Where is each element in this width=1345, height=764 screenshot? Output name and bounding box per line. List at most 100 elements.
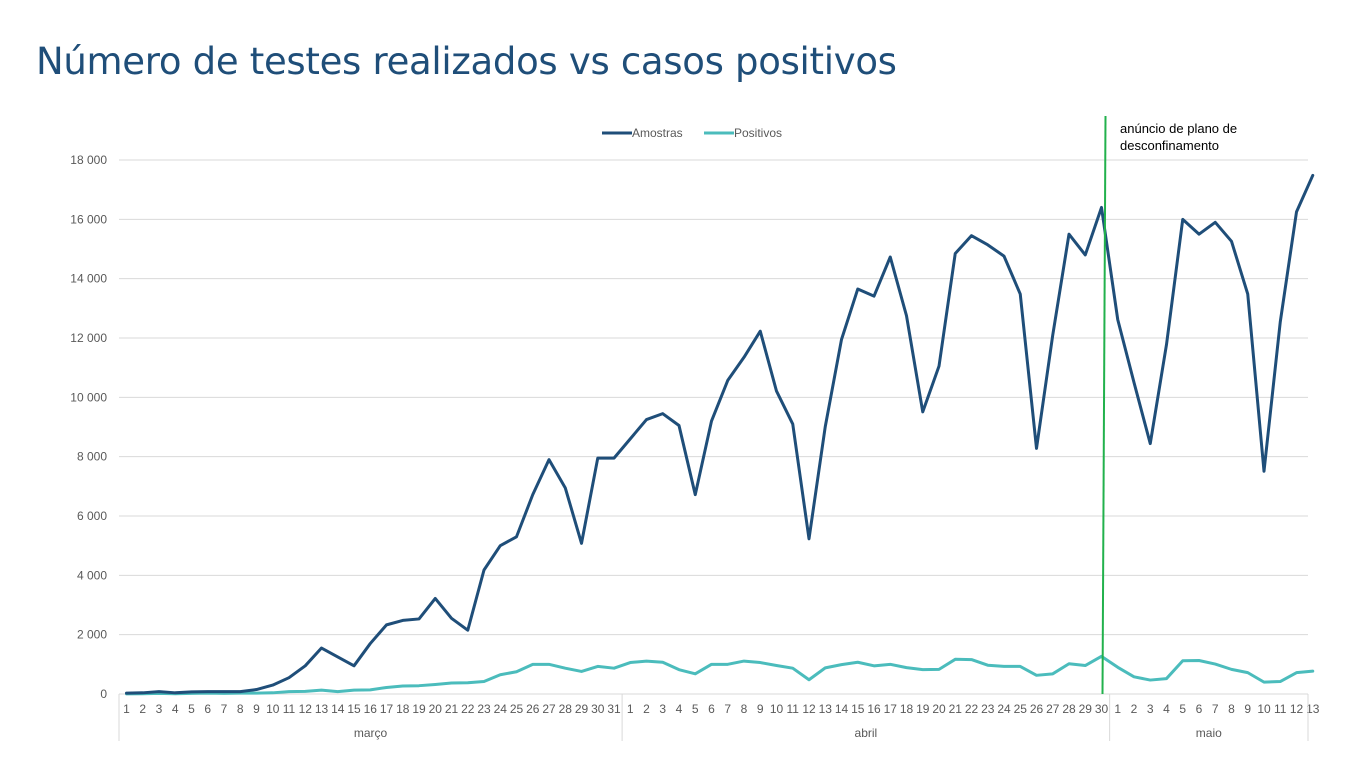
series-line-positivos	[125, 654, 1315, 696]
x-tick-label: 6	[708, 702, 715, 716]
x-tick-label: 26	[1030, 702, 1044, 716]
x-tick-label: 24	[997, 702, 1011, 716]
x-tick-label: 25	[1014, 702, 1028, 716]
x-tick-label: 30	[591, 702, 605, 716]
x-tick-label: 17	[884, 702, 898, 716]
x-tick-label: 15	[347, 702, 361, 716]
x-tick-label: 12	[299, 702, 313, 716]
x-tick-label: 14	[835, 702, 849, 716]
gridlines	[119, 159, 1308, 636]
x-tick-label: 2	[643, 702, 650, 716]
x-tick-label: 3	[156, 702, 163, 716]
x-tick-label: 4	[1163, 702, 1170, 716]
page-title: Número de testes realizados vs casos pos…	[36, 40, 897, 83]
x-tick-label: 23	[477, 702, 491, 716]
x-tick-label: 16	[867, 702, 881, 716]
x-tick-label: 2	[139, 702, 146, 716]
x-tick-label: 7	[724, 702, 731, 716]
series-lines	[125, 173, 1315, 696]
x-tick-label: 1	[123, 702, 130, 716]
annotation: anúncio de plano de desconfinamento	[1101, 115, 1237, 695]
x-tick-label: 12	[802, 702, 816, 716]
x-tick-label: 8	[237, 702, 244, 716]
x-tick-label: 19	[916, 702, 930, 716]
x-tick-label: 15	[851, 702, 865, 716]
x-tick-label: 10	[266, 702, 280, 716]
x-tick-label: 22	[461, 702, 475, 716]
x-tick-label: 2	[1131, 702, 1138, 716]
x-tick-label: 11	[787, 702, 800, 716]
x-tick-label: 8	[741, 702, 748, 716]
x-tick-label: 13	[1306, 702, 1320, 716]
month-label: maio	[1196, 726, 1222, 740]
x-tick-label: 7	[1212, 702, 1219, 716]
y-tick-label: 2 000	[77, 628, 107, 642]
y-tick-label: 16 000	[70, 212, 107, 226]
y-tick-label: 14 000	[70, 272, 107, 286]
legend-label: Amostras	[632, 126, 683, 140]
annotation-text: desconfinamento	[1120, 138, 1219, 153]
x-tick-label: 5	[1179, 702, 1186, 716]
annotation-text: anúncio de plano de	[1120, 121, 1237, 136]
x-tick-label: 18	[396, 702, 410, 716]
x-tick-label: 27	[1046, 702, 1060, 716]
x-tick-label: 23	[981, 702, 995, 716]
x-tick-label: 4	[172, 702, 179, 716]
x-tick-label: 25	[510, 702, 524, 716]
x-tick-label: 28	[559, 702, 573, 716]
x-tick-label: 20	[429, 702, 443, 716]
x-tick-label: 7	[221, 702, 228, 716]
x-tick-label: 21	[949, 702, 963, 716]
y-tick-label: 0	[100, 687, 107, 701]
x-tick-label: 4	[676, 702, 683, 716]
x-tick-label: 11	[283, 702, 296, 716]
month-label: março	[354, 726, 388, 740]
y-tick-label: 12 000	[70, 331, 107, 345]
x-tick-label: 12	[1290, 702, 1304, 716]
x-tick-label: 9	[757, 702, 764, 716]
x-tick-label: 13	[819, 702, 833, 716]
x-axis: 1 2 3 4 5 6 7 8 9 10 11 12 13 14 15 16 17 18 19 20 21 22 23 24 2…	[118, 693, 1320, 741]
x-tick-label: 3	[1147, 702, 1154, 716]
x-tick-label: 18	[900, 702, 914, 716]
x-tick-label: 3	[659, 702, 666, 716]
x-tick-label: 27	[542, 702, 556, 716]
x-tick-label: 10	[770, 702, 784, 716]
x-tick-label: 11	[1274, 702, 1287, 716]
x-tick-label: 6	[1196, 702, 1203, 716]
y-tick-label: 6 000	[77, 509, 107, 523]
x-tick-label: 5	[692, 702, 699, 716]
x-tick-label: 1	[1114, 702, 1121, 716]
x-tick-label: 8	[1228, 702, 1235, 716]
x-tick-label: 14	[331, 702, 345, 716]
x-tick-label: 29	[575, 702, 589, 716]
y-tick-label: 4 000	[77, 568, 107, 582]
month-label: abril	[855, 726, 878, 740]
x-tick-label: 6	[204, 702, 211, 716]
series-line-amostras	[125, 173, 1315, 695]
x-tick-label: 17	[380, 702, 394, 716]
x-tick-label: 5	[188, 702, 195, 716]
x-tick-label: 10	[1257, 702, 1271, 716]
x-tick-label: 26	[526, 702, 540, 716]
x-tick-label: 13	[315, 702, 329, 716]
y-tick-label: 18 000	[70, 153, 107, 167]
annotation-line	[1101, 115, 1107, 695]
legend-label: Positivos	[734, 126, 782, 140]
x-tick-label: 1	[627, 702, 634, 716]
x-tick-label: 31	[607, 702, 621, 716]
legend: Amostras Positivos	[602, 126, 782, 140]
y-tick-label: 10 000	[70, 390, 107, 404]
y-tick-label: 8 000	[77, 450, 107, 464]
x-tick-label: 24	[494, 702, 508, 716]
x-tick-label: 20	[932, 702, 946, 716]
x-tick-label: 21	[445, 702, 459, 716]
x-tick-label: 22	[965, 702, 979, 716]
x-tick-label: 9	[1244, 702, 1251, 716]
x-tick-label: 29	[1079, 702, 1093, 716]
y-axis: 0 2 000 4 000 6 000 8 000 10 000 12 000 14 000 1…	[70, 153, 107, 701]
x-tick-label: 9	[253, 702, 260, 716]
x-tick-label: 28	[1062, 702, 1076, 716]
x-tick-label: 16	[364, 702, 378, 716]
